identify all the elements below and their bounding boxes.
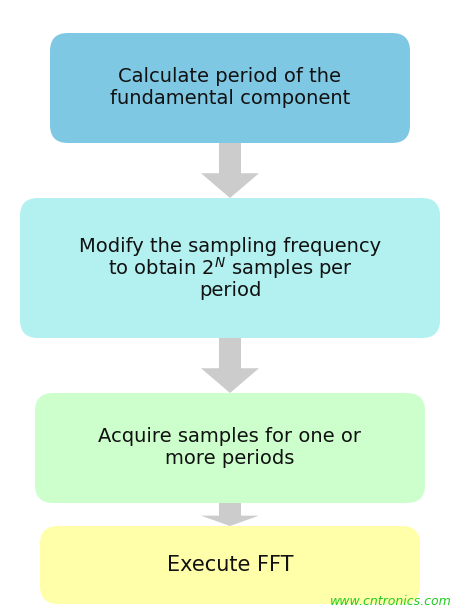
FancyBboxPatch shape [40, 526, 419, 604]
Text: Calculate period of the: Calculate period of the [118, 68, 341, 86]
Text: www.cntronics.com: www.cntronics.com [330, 595, 451, 608]
Text: period: period [198, 280, 261, 299]
Polygon shape [201, 503, 258, 526]
Text: more periods: more periods [165, 450, 294, 469]
Text: Acquire samples for one or: Acquire samples for one or [98, 428, 361, 447]
FancyBboxPatch shape [35, 393, 424, 503]
Text: Modify the sampling frequency: Modify the sampling frequency [79, 237, 380, 256]
Text: to obtain $2^N$ samples per: to obtain $2^N$ samples per [107, 255, 352, 281]
Polygon shape [201, 143, 258, 198]
Text: fundamental component: fundamental component [110, 89, 349, 108]
Polygon shape [201, 338, 258, 393]
Text: Execute FFT: Execute FFT [166, 555, 293, 575]
FancyBboxPatch shape [50, 33, 409, 143]
FancyBboxPatch shape [20, 198, 439, 338]
